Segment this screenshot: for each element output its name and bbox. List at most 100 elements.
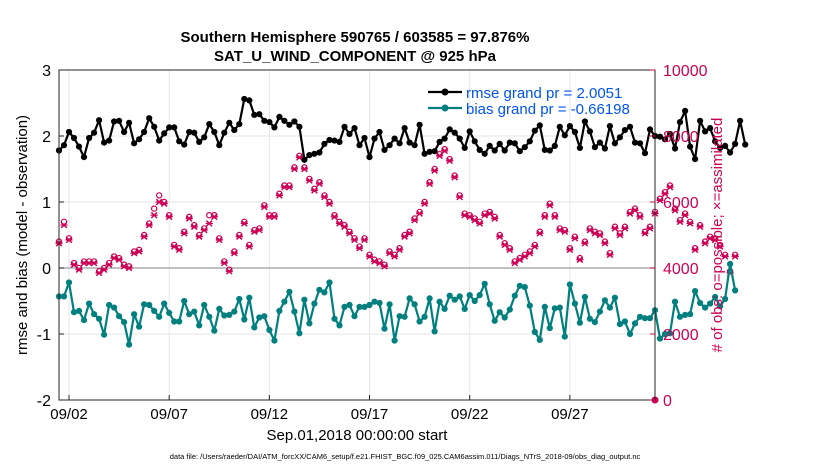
- rmse-point: [371, 135, 378, 142]
- bias-point: [406, 295, 413, 302]
- rmse-point: [581, 118, 589, 125]
- bias-point: [216, 305, 223, 312]
- bias-point: [181, 297, 188, 305]
- bias-point: [141, 301, 148, 308]
- obs-assimilated-point: [105, 261, 113, 269]
- rmse-point: [611, 140, 619, 147]
- obs-assimilated-point: [385, 249, 394, 257]
- rmse-point: [501, 147, 508, 154]
- bias-point: [336, 322, 343, 329]
- rmse-point: [456, 135, 463, 142]
- bias-point: [486, 301, 493, 308]
- bias-point: [106, 301, 113, 309]
- rmse-point: [261, 117, 268, 124]
- obs-assimilated-point: [295, 154, 304, 161]
- bias-point: [111, 304, 118, 311]
- obs-assimilated-point: [365, 253, 374, 260]
- bias-point: [60, 293, 68, 300]
- bias-point: [196, 322, 203, 329]
- obs-assimilated-point: [676, 218, 684, 226]
- bias-point: [431, 328, 438, 335]
- obs-assimilated-point: [285, 183, 293, 191]
- rmse-point: [231, 127, 238, 134]
- rmse-point: [60, 142, 68, 149]
- bias-point: [65, 279, 73, 286]
- rmse-point: [732, 140, 739, 147]
- bias-point: [661, 330, 669, 338]
- x-tick-label: 09/22: [451, 406, 489, 423]
- bias-series: [55, 260, 739, 348]
- obs-assimilated-point: [541, 213, 549, 221]
- rmse-point: [521, 144, 528, 151]
- rmse-point: [396, 140, 403, 147]
- obs-assimilated-point: [696, 223, 704, 231]
- y-left-tick-label: 3: [42, 63, 51, 80]
- bias-point: [161, 300, 168, 307]
- rmse-point: [451, 129, 458, 136]
- bias-point: [476, 292, 483, 299]
- bias-point: [396, 313, 403, 320]
- rmse-point: [702, 128, 709, 135]
- bias-point: [481, 280, 488, 287]
- bias-point: [361, 303, 368, 310]
- rmse-point: [441, 135, 448, 142]
- obs-assimilated-point: [330, 213, 339, 221]
- bias-point: [682, 311, 689, 318]
- bias-point: [131, 311, 138, 318]
- bias-point: [381, 325, 388, 332]
- rmse-point: [251, 111, 258, 118]
- obs-assimilated-point: [671, 206, 679, 214]
- obs-assimilated-point: [125, 264, 133, 272]
- rmse-point: [146, 115, 153, 122]
- bias-point: [676, 313, 684, 320]
- bias-point: [326, 279, 333, 286]
- obs-assimilated-point: [355, 244, 364, 252]
- rmse-point: [536, 122, 543, 129]
- rmse-point: [236, 121, 243, 128]
- bias-point: [246, 294, 253, 301]
- bias-point: [576, 319, 584, 326]
- bias-point: [221, 312, 228, 319]
- bias-point: [231, 308, 238, 315]
- y-right-tick-label: 0: [663, 393, 672, 410]
- obs-assimilated-point: [441, 147, 449, 155]
- obs-count-series: [55, 145, 739, 404]
- bias-point: [311, 300, 318, 307]
- y-axis-left-label: rmse and bias (model - observation): [14, 115, 31, 355]
- bias-point: [351, 313, 358, 320]
- bias-point: [316, 286, 323, 293]
- obs-assimilated-point: [260, 203, 268, 211]
- bias-point: [75, 307, 83, 314]
- bias-point: [601, 297, 609, 304]
- y-left-tick-label: 1: [42, 195, 51, 212]
- rmse-point: [321, 140, 328, 147]
- rmse-point: [416, 121, 423, 128]
- rmse-point: [506, 139, 513, 146]
- obs-assimilated-point: [491, 215, 499, 222]
- rmse-point: [586, 128, 594, 135]
- bias-point: [626, 330, 634, 338]
- rmse-point: [692, 156, 699, 163]
- bias-point: [386, 301, 393, 308]
- obs-assimilated-point: [100, 266, 108, 273]
- obs-assimilated-point: [531, 243, 539, 250]
- obs-assimilated-point: [205, 220, 213, 227]
- obs-assimilated-point: [325, 200, 334, 207]
- rmse-point: [121, 128, 128, 136]
- obs-assimilated-point: [701, 239, 709, 247]
- rmse-point: [161, 130, 168, 137]
- bias-point: [441, 305, 448, 312]
- bias-point: [191, 308, 198, 315]
- rmse-point: [511, 140, 518, 147]
- rmse-point: [476, 146, 483, 153]
- bias-point: [86, 300, 93, 307]
- bias-point: [321, 289, 328, 296]
- rmse-point: [266, 119, 273, 126]
- rmse-point: [646, 126, 654, 133]
- obs-assimilated-point: [606, 251, 614, 259]
- bias-point: [136, 323, 143, 330]
- rmse-point: [636, 140, 644, 147]
- obs-assimilated-point: [466, 213, 474, 221]
- obs-assimilated-point: [511, 259, 519, 267]
